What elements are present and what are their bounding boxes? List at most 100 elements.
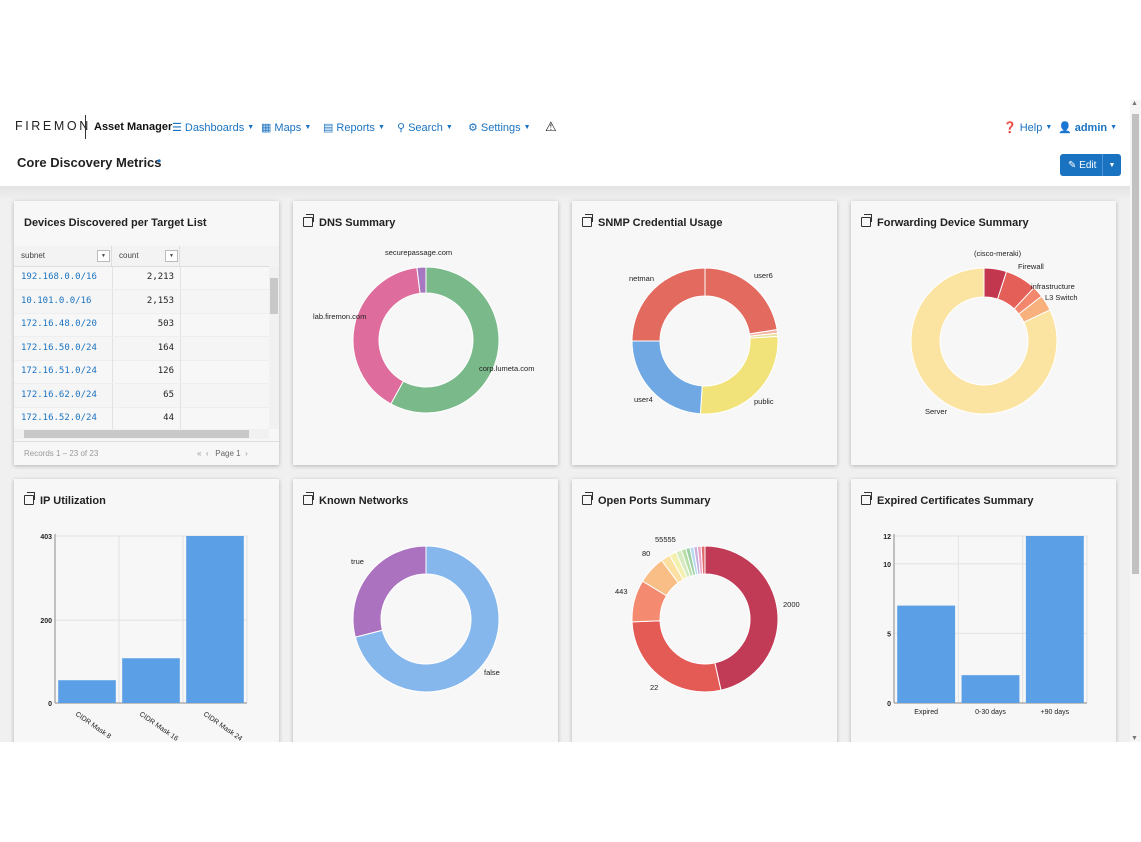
copy-icon[interactable] xyxy=(303,492,314,505)
bar[interactable] xyxy=(961,675,1020,703)
nav-search[interactable]: ⚲ Search ▼ xyxy=(397,121,453,134)
forwarding-chart: (cisco-meraki) Firewall infrastructure L3 S… xyxy=(910,249,1078,416)
slice-label: lab.firemon.com xyxy=(313,312,366,321)
subnet-link[interactable]: 192.168.0.0/16 xyxy=(21,272,97,282)
nav-reports[interactable]: ▤ Reports ▼ xyxy=(323,121,385,134)
table-row[interactable]: 172.16.48.0/20 503 xyxy=(14,313,269,337)
slice-label: 55555 xyxy=(655,535,676,544)
table-row[interactable]: 172.16.52.0/24 44 xyxy=(14,407,269,431)
scroll-thumb[interactable] xyxy=(1132,114,1139,574)
first-page-icon[interactable]: « xyxy=(197,449,202,458)
nav-reports-label: Reports xyxy=(336,122,375,134)
page-label: Page xyxy=(215,449,234,458)
pie-slice[interactable] xyxy=(631,267,706,342)
bar[interactable] xyxy=(58,680,116,703)
copy-icon[interactable] xyxy=(582,492,593,505)
pie-slice[interactable] xyxy=(354,545,500,693)
copy-icon[interactable] xyxy=(24,492,35,505)
next-page-icon[interactable]: › xyxy=(245,449,248,458)
dns-panel: DNS Summary corp.lumeta.com lab.firemon.c… xyxy=(293,201,558,465)
bar[interactable] xyxy=(1025,536,1084,703)
column-header-subnet[interactable]: subnet xyxy=(14,246,112,266)
bar[interactable] xyxy=(186,536,244,703)
y-tick-label: 12 xyxy=(883,534,891,541)
prev-page-icon[interactable]: ‹ xyxy=(205,449,209,458)
table-row[interactable]: 192.168.0.0/16 2,213 xyxy=(14,266,269,290)
slice-label: netman xyxy=(629,274,654,283)
edit-button[interactable]: ✎ Edit xyxy=(1060,160,1102,171)
subnet-link[interactable]: 172.16.62.0/24 xyxy=(21,389,97,400)
y-tick-label: 10 xyxy=(883,562,891,569)
cell-divider xyxy=(112,289,113,313)
warning-icon[interactable]: ⚠ xyxy=(545,119,557,134)
slice-label: Firewall xyxy=(1018,262,1044,271)
edit-dropdown-toggle[interactable]: ▼ xyxy=(1108,161,1116,169)
bar[interactable] xyxy=(897,605,956,703)
slice-label: L3 Switch xyxy=(1045,293,1078,302)
table-row[interactable]: 10.101.0.0/16 2,153 xyxy=(14,289,269,314)
pie-slice[interactable] xyxy=(390,266,500,414)
grid-horizontal-scrollbar[interactable] xyxy=(14,429,269,439)
pie-slice[interactable] xyxy=(704,545,779,691)
subnet-link[interactable]: 10.101.0.0/16 xyxy=(21,295,92,306)
pie-slice[interactable] xyxy=(700,545,706,575)
copy-icon[interactable] xyxy=(861,214,872,227)
pie-slice[interactable] xyxy=(352,545,427,638)
subnet-link[interactable]: 172.16.48.0/20 xyxy=(21,319,97,329)
caret-down-icon: ▼ xyxy=(247,124,255,131)
page-scrollbar[interactable]: ▲ ▼ xyxy=(1130,100,1141,742)
dashboard-top-shadow xyxy=(0,186,1130,200)
pie-slice[interactable] xyxy=(631,620,722,693)
nav-maps[interactable]: ▦ Maps ▼ xyxy=(261,121,311,134)
subnet-link[interactable]: 172.16.52.0/24 xyxy=(21,413,97,423)
filter-icon[interactable]: ▼ xyxy=(165,250,178,262)
user-icon: 👤 xyxy=(1058,122,1072,134)
table-row[interactable]: 172.16.51.0/24 126 xyxy=(14,360,269,384)
pie-slice[interactable] xyxy=(352,267,421,405)
copy-icon[interactable] xyxy=(861,492,872,505)
slice-label: 22 xyxy=(650,683,658,692)
x-tick-label: CIDR Mask 24 xyxy=(202,711,243,743)
slice-label: 443 xyxy=(615,587,628,596)
slice-label: Server xyxy=(925,407,948,416)
nav-dashboards[interactable]: ☰ Dashboards ▼ xyxy=(172,121,254,134)
subnet-link[interactable]: 172.16.51.0/24 xyxy=(21,366,97,376)
pager: « ‹ Page 1 › xyxy=(197,449,248,458)
scroll-thumb[interactable] xyxy=(270,278,278,314)
page-number[interactable]: 1 xyxy=(236,449,241,458)
caret-down-icon: ▼ xyxy=(304,124,312,131)
table-row[interactable]: 172.16.50.0/24 164 xyxy=(14,336,269,361)
column-header-label: count xyxy=(119,251,139,260)
pie-slice[interactable] xyxy=(416,266,427,294)
slice-label: 2000 xyxy=(783,600,800,609)
scroll-thumb[interactable] xyxy=(24,430,249,438)
x-tick-label: Expired xyxy=(914,709,938,716)
filter-icon[interactable]: ▼ xyxy=(97,250,110,262)
nav-maps-label: Maps xyxy=(274,122,302,134)
nav-user[interactable]: 👤 admin ▼ xyxy=(1058,121,1117,134)
gear-icon: ⚙ xyxy=(468,122,478,134)
nav-dashboards-label: Dashboards xyxy=(184,122,245,134)
table-row[interactable]: 172.16.62.0/24 65 xyxy=(14,383,269,408)
subnet-link[interactable]: 172.16.50.0/24 xyxy=(21,342,97,353)
scroll-down-icon[interactable]: ▼ xyxy=(1131,735,1138,742)
grid-footer: Records 1 – 23 of 23 « ‹ Page 1 › xyxy=(14,441,279,466)
grid-vertical-scrollbar[interactable] xyxy=(269,266,279,429)
firemon-logo[interactable]: FIREMON xyxy=(15,119,91,133)
scroll-up-icon[interactable]: ▲ xyxy=(1131,100,1138,107)
pie-slice[interactable] xyxy=(910,267,1058,415)
x-tick-label: CIDR Mask 16 xyxy=(138,711,179,743)
column-header-count[interactable]: count xyxy=(112,246,180,266)
copy-icon[interactable] xyxy=(303,214,314,227)
bar[interactable] xyxy=(122,658,180,703)
slice-label: 80 xyxy=(642,549,650,558)
app-name[interactable]: Asset Manager xyxy=(94,121,173,133)
nav-help[interactable]: ❓ Help ▼ xyxy=(1003,121,1052,134)
nav-settings[interactable]: ⚙ Settings ▼ xyxy=(468,121,531,134)
panel-title-text: Forwarding Device Summary xyxy=(877,217,1029,229)
slice-label: false xyxy=(484,668,500,677)
top-navbar: FIREMON Asset Manager ☰ Dashboards ▼ ▦ Maps… xyxy=(0,110,1130,144)
copy-icon[interactable] xyxy=(582,214,593,227)
count-cell: 164 xyxy=(157,342,174,353)
panel-title-text: DNS Summary xyxy=(319,217,396,229)
